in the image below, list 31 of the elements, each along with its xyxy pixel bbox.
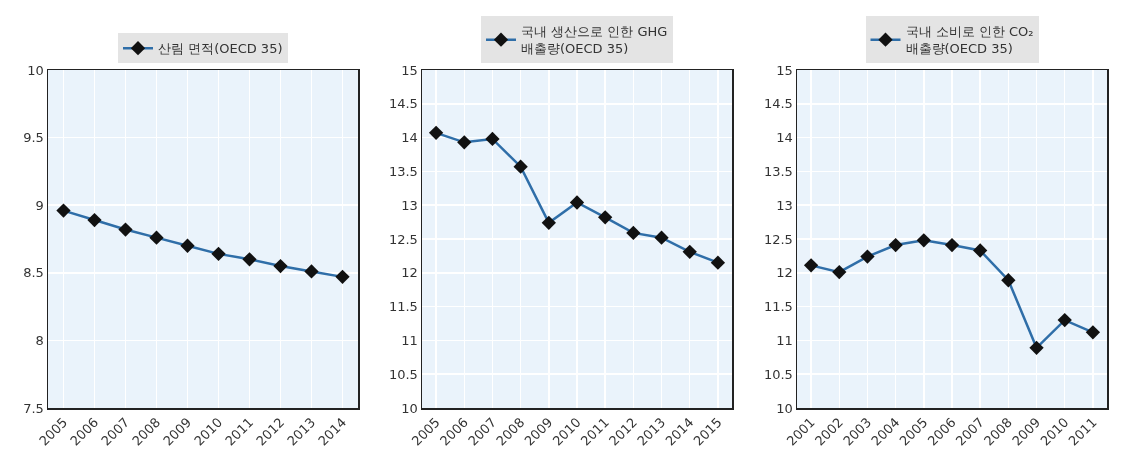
- y-tick-label: 9.5: [23, 130, 44, 146]
- y-tick-label: 11.5: [388, 299, 418, 315]
- y-tick-label: 7.5: [23, 400, 44, 416]
- y-tick-label: 14: [401, 130, 418, 146]
- y-tick-label: 11: [401, 332, 418, 348]
- y-tick-label: 13.5: [388, 163, 418, 179]
- y-tick-label: 9: [35, 197, 44, 213]
- y-tick-label: 13: [776, 197, 793, 213]
- y-tick-label: 11: [776, 332, 793, 348]
- y-tick-label: 10.5: [763, 366, 793, 382]
- y-tick-label: 10: [776, 400, 793, 416]
- y-tick-label: 14.5: [388, 96, 418, 112]
- y-tick-label: 14.5: [763, 96, 793, 112]
- y-tick-label: 8.5: [23, 265, 44, 281]
- y-tick-label: 11.5: [763, 299, 793, 315]
- legend-label: 국내 소비로 인한 CO₂ 배출량(OECD 35): [905, 24, 1034, 57]
- y-tick-label: 12: [401, 265, 418, 281]
- y-tick-label: 15: [401, 62, 418, 78]
- y-tick-label: 13: [401, 197, 418, 213]
- y-tick-label: 15: [776, 62, 793, 78]
- y-tick-label: 14: [776, 130, 793, 146]
- legend-label: 국내 생산으로 인한 GHG 배출량(OECD 35): [521, 24, 668, 57]
- y-tick-label: 12: [776, 265, 793, 281]
- y-tick-label: 10.5: [388, 366, 418, 382]
- legend-label: 산림 면적(OECD 35): [158, 41, 283, 57]
- y-tick-label: 13.5: [763, 163, 793, 179]
- y-tick-label: 12.5: [388, 231, 418, 247]
- y-tick-label: 12.5: [763, 231, 793, 247]
- y-tick-label: 10: [27, 62, 44, 78]
- y-tick-label: 8: [35, 332, 44, 348]
- y-tick-label: 10: [401, 400, 418, 416]
